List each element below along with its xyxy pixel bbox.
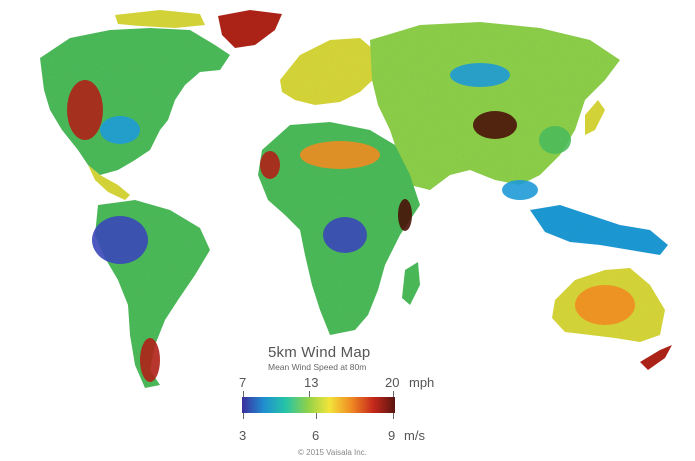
legend-color-bar: [242, 397, 395, 413]
australia-interior-wind-zone: [575, 285, 635, 325]
map-title: 5km Wind Map: [268, 344, 371, 361]
legend-mph-unit: mph: [409, 375, 435, 390]
legend-mph-tick-mid: 13: [304, 375, 319, 390]
rockies-high-wind-zone: [67, 80, 103, 140]
legend-ms-unit: m/s: [404, 428, 425, 443]
congo-calm-zone: [323, 217, 367, 253]
legend-ms-tick-mid: 6: [312, 428, 320, 443]
legend-ms-tick-mark: [316, 413, 317, 419]
patagonia-wind-zone: [140, 338, 160, 382]
greenland-landmass: [218, 10, 282, 48]
japan-landmass: [585, 100, 605, 135]
sahara-strong-wind-zone: [300, 141, 380, 169]
copyright-notice: © 2015 Vaisala Inc.: [298, 448, 367, 457]
tibet-high-wind-zone: [473, 111, 517, 139]
legend-mph-tick-high: 20: [385, 375, 400, 390]
asia-landmass: [370, 22, 620, 190]
legend-ms-tick-mark: [393, 413, 394, 419]
southeast-asia-islands: [530, 205, 668, 255]
amazon-calm-zone: [92, 216, 148, 264]
india-low-wind-zone: [502, 180, 538, 200]
eastern-us-low-wind-zone: [100, 116, 140, 144]
arctic-islands: [115, 10, 205, 28]
siberia-low-wind-zone: [450, 63, 510, 87]
legend-ms-tick-high: 9: [388, 428, 396, 443]
legend-ms-tick-low: 3: [239, 428, 247, 443]
legend-mph-tick-low: 7: [239, 375, 247, 390]
legend-mph-tick-mark: [243, 391, 244, 397]
china-moderate-wind-zone: [539, 126, 571, 154]
new-zealand-landmass: [640, 345, 672, 370]
legend-mph-tick-mark: [309, 391, 310, 397]
west-africa-coast-wind-zone: [260, 151, 280, 179]
legend-mph-tick-mark: [393, 391, 394, 397]
wind-speed-legend: 7 13 20 mph 3 6 9 m/s: [237, 373, 447, 443]
europe-landmass: [280, 38, 380, 105]
map-subtitle: Mean Wind Speed at 80m: [268, 362, 367, 372]
central-america-landmass: [88, 165, 130, 200]
legend-ms-tick-mark: [243, 413, 244, 419]
horn-of-africa-wind-zone: [398, 199, 412, 231]
madagascar-landmass: [402, 262, 420, 305]
